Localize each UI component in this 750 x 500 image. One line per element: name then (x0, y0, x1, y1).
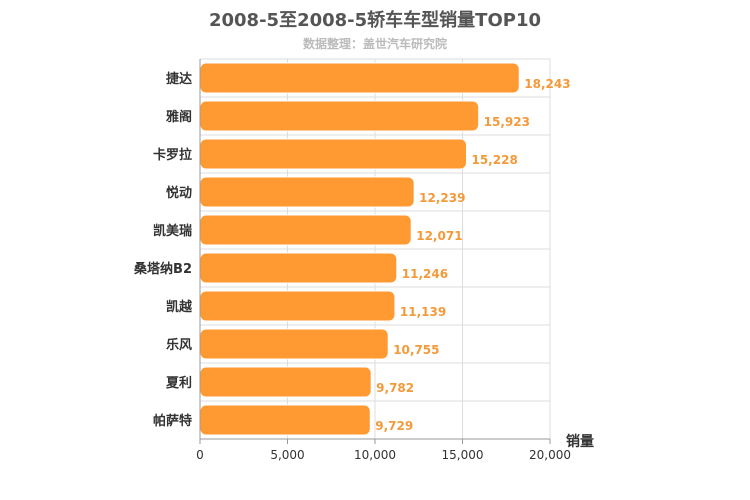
value-label: 10,755 (393, 343, 439, 357)
value-label: 15,228 (471, 153, 517, 167)
value-label: 9,729 (375, 419, 413, 433)
x-tick-label: 20,000 (529, 448, 571, 462)
category-label: 帕萨特 (153, 413, 192, 429)
bar (199, 100, 480, 132)
category-label: 雅阁 (166, 109, 192, 125)
bar (199, 290, 396, 322)
value-label: 15,923 (484, 115, 530, 129)
value-label: 11,139 (400, 305, 446, 319)
x-axis: 0 5,000 10,000 15,000 20,000 (196, 59, 571, 462)
value-label: 9,782 (376, 381, 414, 395)
bar (199, 252, 398, 284)
category-label: 凯美瑞 (153, 223, 192, 239)
x-axis-title: 销量 (566, 433, 594, 450)
chart-title: 2008-5至2008-5轿车车型销量TOP10 (208, 10, 541, 31)
bar (199, 138, 467, 170)
x-tick-label: 10,000 (354, 448, 396, 462)
value-label: 12,239 (419, 191, 465, 205)
category-label: 卡罗拉 (153, 147, 192, 163)
value-label: 11,246 (402, 267, 448, 281)
value-label: 12,071 (416, 229, 462, 243)
bar (199, 366, 372, 398)
bar (199, 328, 389, 360)
bar (199, 62, 520, 94)
category-label: 悦动 (166, 185, 192, 201)
category-label: 乐风 (166, 337, 192, 353)
x-tick-label: 5,000 (270, 448, 304, 462)
category-label: 夏利 (165, 375, 192, 391)
bar (199, 214, 412, 246)
value-label: 18,243 (524, 77, 570, 91)
bar (199, 176, 415, 208)
category-label: 捷达 (166, 71, 192, 87)
category-label: 桑塔纳B2 (133, 261, 192, 277)
chart-subtitle: 数据整理：盖世汽车研究院 (302, 37, 447, 51)
bars (199, 62, 520, 436)
x-tick-label: 0 (196, 448, 204, 462)
bar (199, 404, 371, 436)
value-labels: 18,243 15,923 15,228 12,239 12,071 11,246 11,1… (375, 77, 570, 433)
category-label: 凯越 (166, 299, 193, 315)
x-tick-label: 15,000 (442, 448, 484, 462)
